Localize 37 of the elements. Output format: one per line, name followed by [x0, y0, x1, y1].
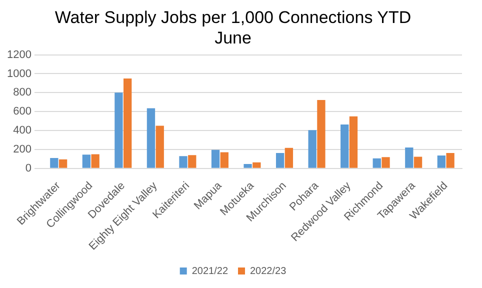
bar: [349, 116, 358, 168]
y-tick-label: 600: [13, 106, 32, 118]
bar: [276, 153, 284, 168]
bar: [156, 126, 164, 168]
bar: [91, 154, 100, 168]
bar: [284, 148, 294, 168]
bar: [50, 158, 58, 168]
legend-label: 2021/22: [192, 266, 228, 277]
bar: [414, 156, 422, 168]
y-tick-label: 1200: [6, 48, 32, 61]
bar: [114, 92, 123, 168]
bar: [317, 100, 326, 168]
y-tick-label: 1000: [6, 68, 32, 80]
bar: [179, 156, 188, 168]
y-tick-label: 0: [25, 162, 32, 174]
legend-label: 2022/23: [250, 266, 287, 277]
bar: [372, 158, 381, 168]
bar: [82, 154, 91, 168]
chart-subtitle: June: [214, 28, 252, 48]
bar: [405, 147, 414, 168]
bar: [446, 153, 454, 168]
y-tick-label: 400: [13, 124, 32, 137]
bar: [340, 124, 349, 168]
bar: [437, 156, 446, 168]
bar: [211, 150, 220, 168]
bar: [220, 152, 228, 168]
bar: [252, 162, 261, 168]
bar: [308, 130, 316, 168]
chart-title: Water Supply Jobs per 1,000 Connections YTD: [54, 8, 412, 27]
y-tick-label: 800: [13, 86, 32, 99]
bar: [382, 157, 390, 168]
bar: [124, 78, 132, 168]
bar: [244, 164, 252, 168]
y-tick-label: 200: [13, 143, 32, 156]
bar: [146, 108, 156, 168]
bar: [58, 159, 68, 168]
bar: [188, 155, 196, 168]
